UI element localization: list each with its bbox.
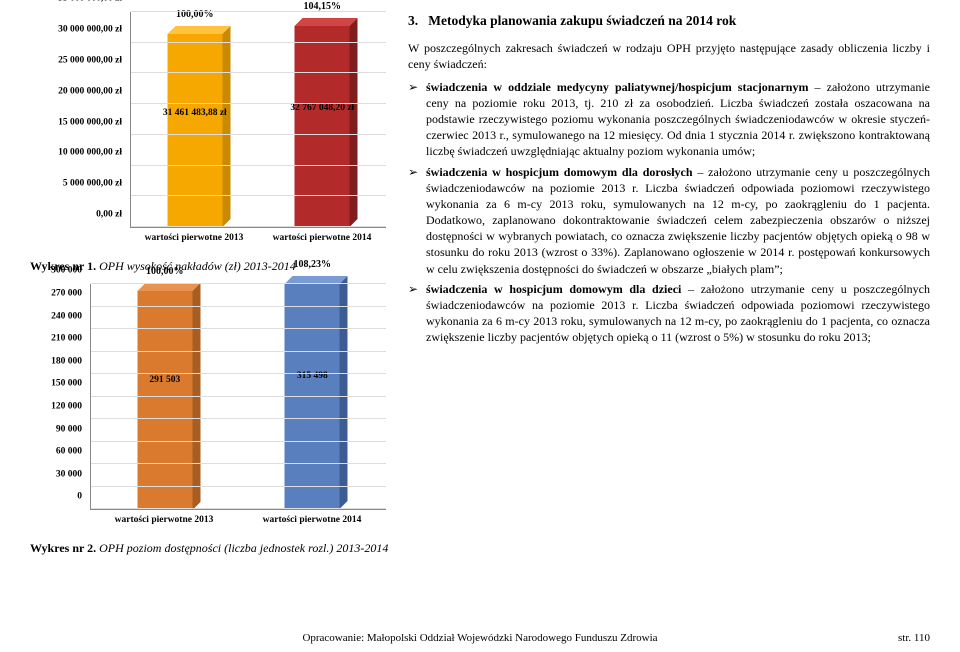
section-heading: 3. Metodyka planowania zakupu świadczeń …: [408, 12, 930, 30]
chart2-cat-2013: wartości pierwotne 2013: [90, 510, 238, 534]
chart1-val-2014: 32 767 048,20 zł: [290, 102, 354, 115]
chart2-x-axis: wartości pierwotne 2013 wartości pierwot…: [90, 510, 386, 534]
chart1-plot: 100,00% 31 461 483,88 zł 104,15% 32 767 …: [130, 12, 386, 228]
bullet-3-lead: świadczenia w hospicjum domowym dla dzie…: [426, 282, 681, 296]
chart2-bar-2014: 108,23% 315 498: [285, 284, 340, 509]
footer-center: Opracowanie: Małopolski Oddział Wojewódz…: [30, 631, 930, 646]
bullet-1: świadczenia w oddziale medycyny paliatyw…: [408, 79, 930, 160]
intro-paragraph: W poszczególnych zakresach świadczeń w r…: [408, 40, 930, 72]
bullet-2: świadczenia w hospicjum domowym dla doro…: [408, 164, 930, 277]
chart1-bar-2013: 100,00% 31 461 483,88 zł: [167, 34, 222, 227]
chart1-pct-2013: 100,00%: [176, 8, 214, 22]
chart1-cat-2014: wartości pierwotne 2014: [258, 228, 386, 252]
chart2-pct-2014: 108,23%: [294, 258, 332, 272]
chart1-caption: Wykres nr 1. OPH wysokość nakładów (zł) …: [30, 258, 390, 274]
chart2-caption-text: OPH poziom dostępności (liczba jednostek…: [96, 541, 388, 555]
chart2-plot: 100,00% 291 503 108,23% 315 498: [90, 284, 386, 510]
chart1-caption-text: OPH wysokość nakładów (zł) 2013-2014: [96, 259, 296, 273]
section-number: 3.: [408, 13, 418, 28]
chart2-caption-prefix: Wykres nr 2.: [30, 541, 96, 555]
chart1-val-2013: 31 461 483,88 zł: [163, 107, 227, 120]
chart2-val-2013: 291 503: [149, 374, 180, 387]
chart-1: 0,00 zł5 000 000,00 zł10 000 000,00 zł15…: [30, 12, 390, 252]
chart1-cat-2013: wartości pierwotne 2013: [130, 228, 258, 252]
bullet-2-lead: świadczenia w hospicjum domowym dla doro…: [426, 165, 693, 179]
chart2-pct-2013: 100,00%: [146, 265, 184, 279]
chart2-bar-2013: 100,00% 291 503: [137, 291, 192, 510]
chart-2: 030 00060 00090 000120 000150 000180 000…: [30, 284, 390, 534]
section-title-text: Metodyka planowania zakupu świadczeń na …: [428, 13, 736, 28]
chart2-cat-2014: wartości pierwotne 2014: [238, 510, 386, 534]
chart1-y-labels: 0,00 zł5 000 000,00 zł10 000 000,00 zł15…: [30, 12, 126, 228]
bullet-3: świadczenia w hospicjum domowym dla dzie…: [408, 281, 930, 346]
chart1-bar-2014: 104,15% 32 767 048,20 zł: [295, 26, 350, 227]
chart2-val-2014: 315 498: [297, 370, 328, 383]
bullet-1-lead: świadczenia w oddziale medycyny paliatyw…: [426, 80, 808, 94]
chart2-caption: Wykres nr 2. OPH poziom dostępności (lic…: [30, 540, 390, 556]
chart1-x-axis: wartości pierwotne 2013 wartości pierwot…: [130, 228, 386, 252]
bullet-2-rest: – założono utrzymanie ceny u poszczególn…: [426, 165, 930, 276]
chart2-y-labels: 030 00060 00090 000120 000150 000180 000…: [30, 284, 86, 510]
page-footer: Opracowanie: Małopolski Oddział Wojewódz…: [30, 631, 930, 646]
